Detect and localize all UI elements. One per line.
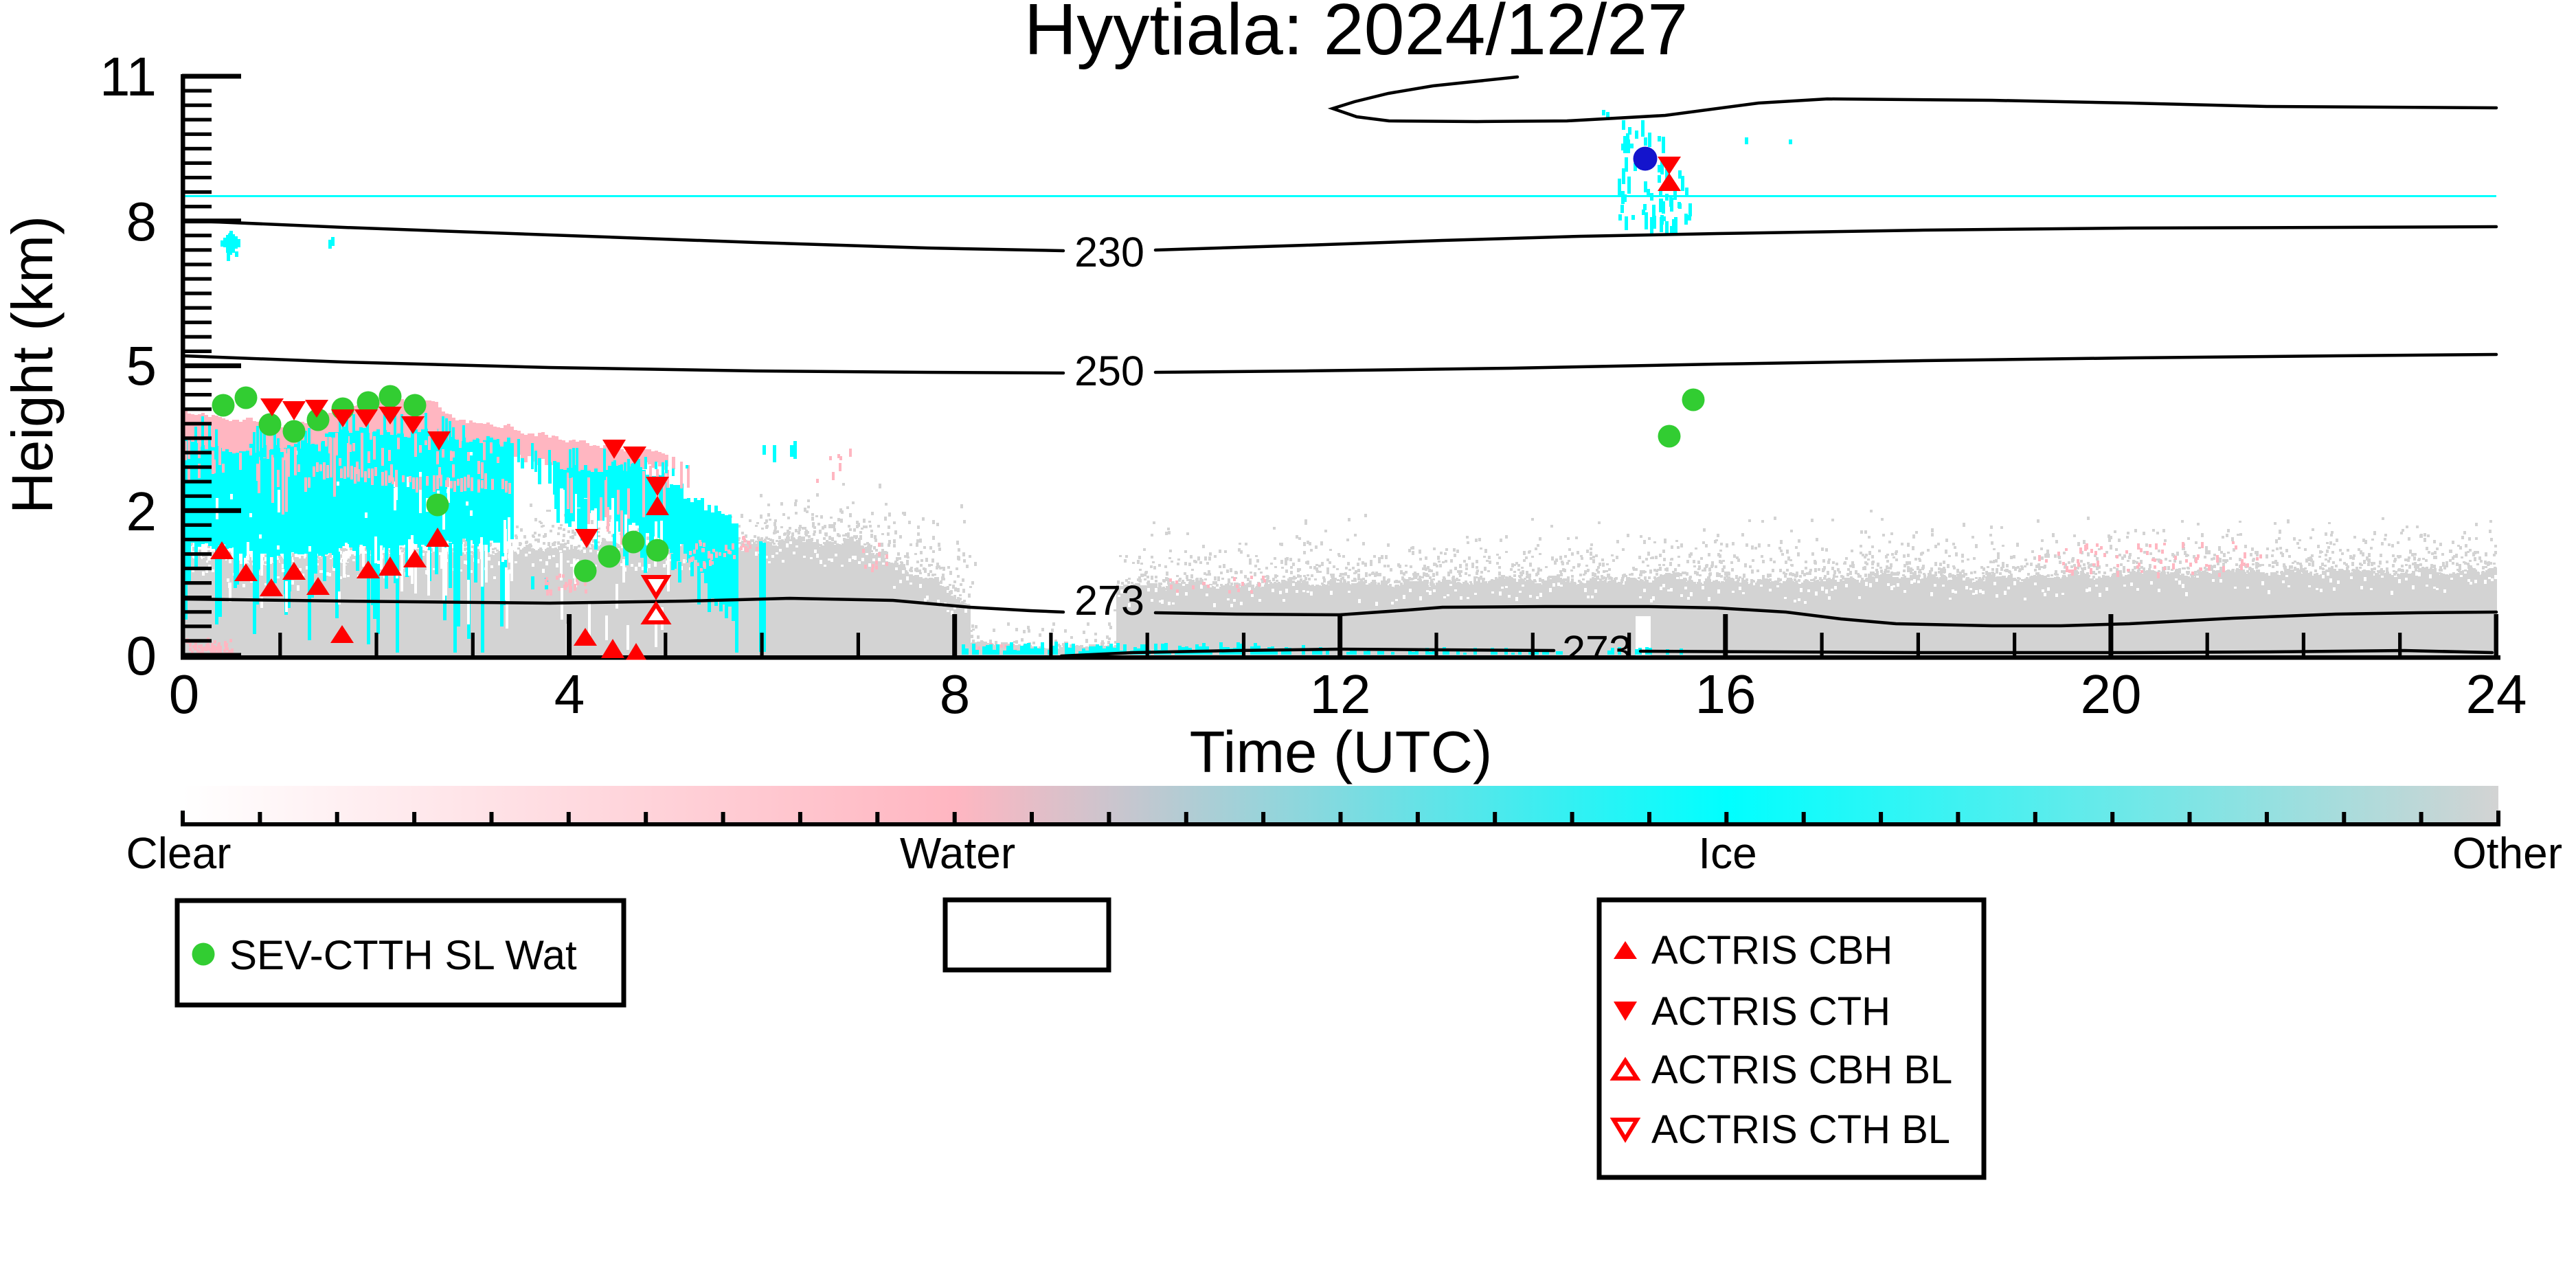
svg-text:ACTRIS CBH BL: ACTRIS CBH BL bbox=[1651, 1048, 1952, 1092]
svg-text:24: 24 bbox=[2466, 664, 2527, 725]
svg-text:Water: Water bbox=[900, 828, 1015, 878]
svg-text:8: 8 bbox=[126, 191, 157, 252]
svg-text:ACTRIS CTH BL: ACTRIS CTH BL bbox=[1651, 1107, 1950, 1152]
svg-text:250: 250 bbox=[1074, 348, 1144, 394]
svg-text:ACTRIS CTH: ACTRIS CTH bbox=[1651, 989, 1890, 1034]
svg-text:Ice: Ice bbox=[1698, 828, 1756, 878]
svg-text:Hyytiala: 2024/12/27: Hyytiala: 2024/12/27 bbox=[1024, 0, 1688, 70]
svg-text:Time (UTC): Time (UTC) bbox=[1190, 720, 1493, 785]
svg-text:4: 4 bbox=[554, 664, 585, 725]
svg-text:230: 230 bbox=[1074, 229, 1144, 275]
svg-text:Height (km): Height (km) bbox=[0, 216, 65, 514]
svg-text:2: 2 bbox=[126, 481, 157, 542]
svg-text:Other: Other bbox=[2452, 828, 2562, 878]
svg-text:5: 5 bbox=[126, 335, 157, 396]
svg-text:0: 0 bbox=[169, 664, 200, 725]
svg-text:273: 273 bbox=[1074, 577, 1144, 624]
svg-text:273: 273 bbox=[1562, 627, 1632, 674]
svg-text:11: 11 bbox=[100, 46, 157, 107]
svg-text:16: 16 bbox=[1695, 664, 1756, 725]
svg-text:0: 0 bbox=[126, 625, 157, 686]
svg-text:8: 8 bbox=[940, 664, 971, 725]
svg-text:12: 12 bbox=[1310, 664, 1371, 725]
svg-text:Clear: Clear bbox=[126, 828, 231, 878]
svg-text:ACTRIS CBH: ACTRIS CBH bbox=[1651, 928, 1893, 973]
svg-text:SEV-CTTH SL Wat: SEV-CTTH SL Wat bbox=[229, 932, 577, 978]
svg-text:20: 20 bbox=[2081, 664, 2142, 725]
